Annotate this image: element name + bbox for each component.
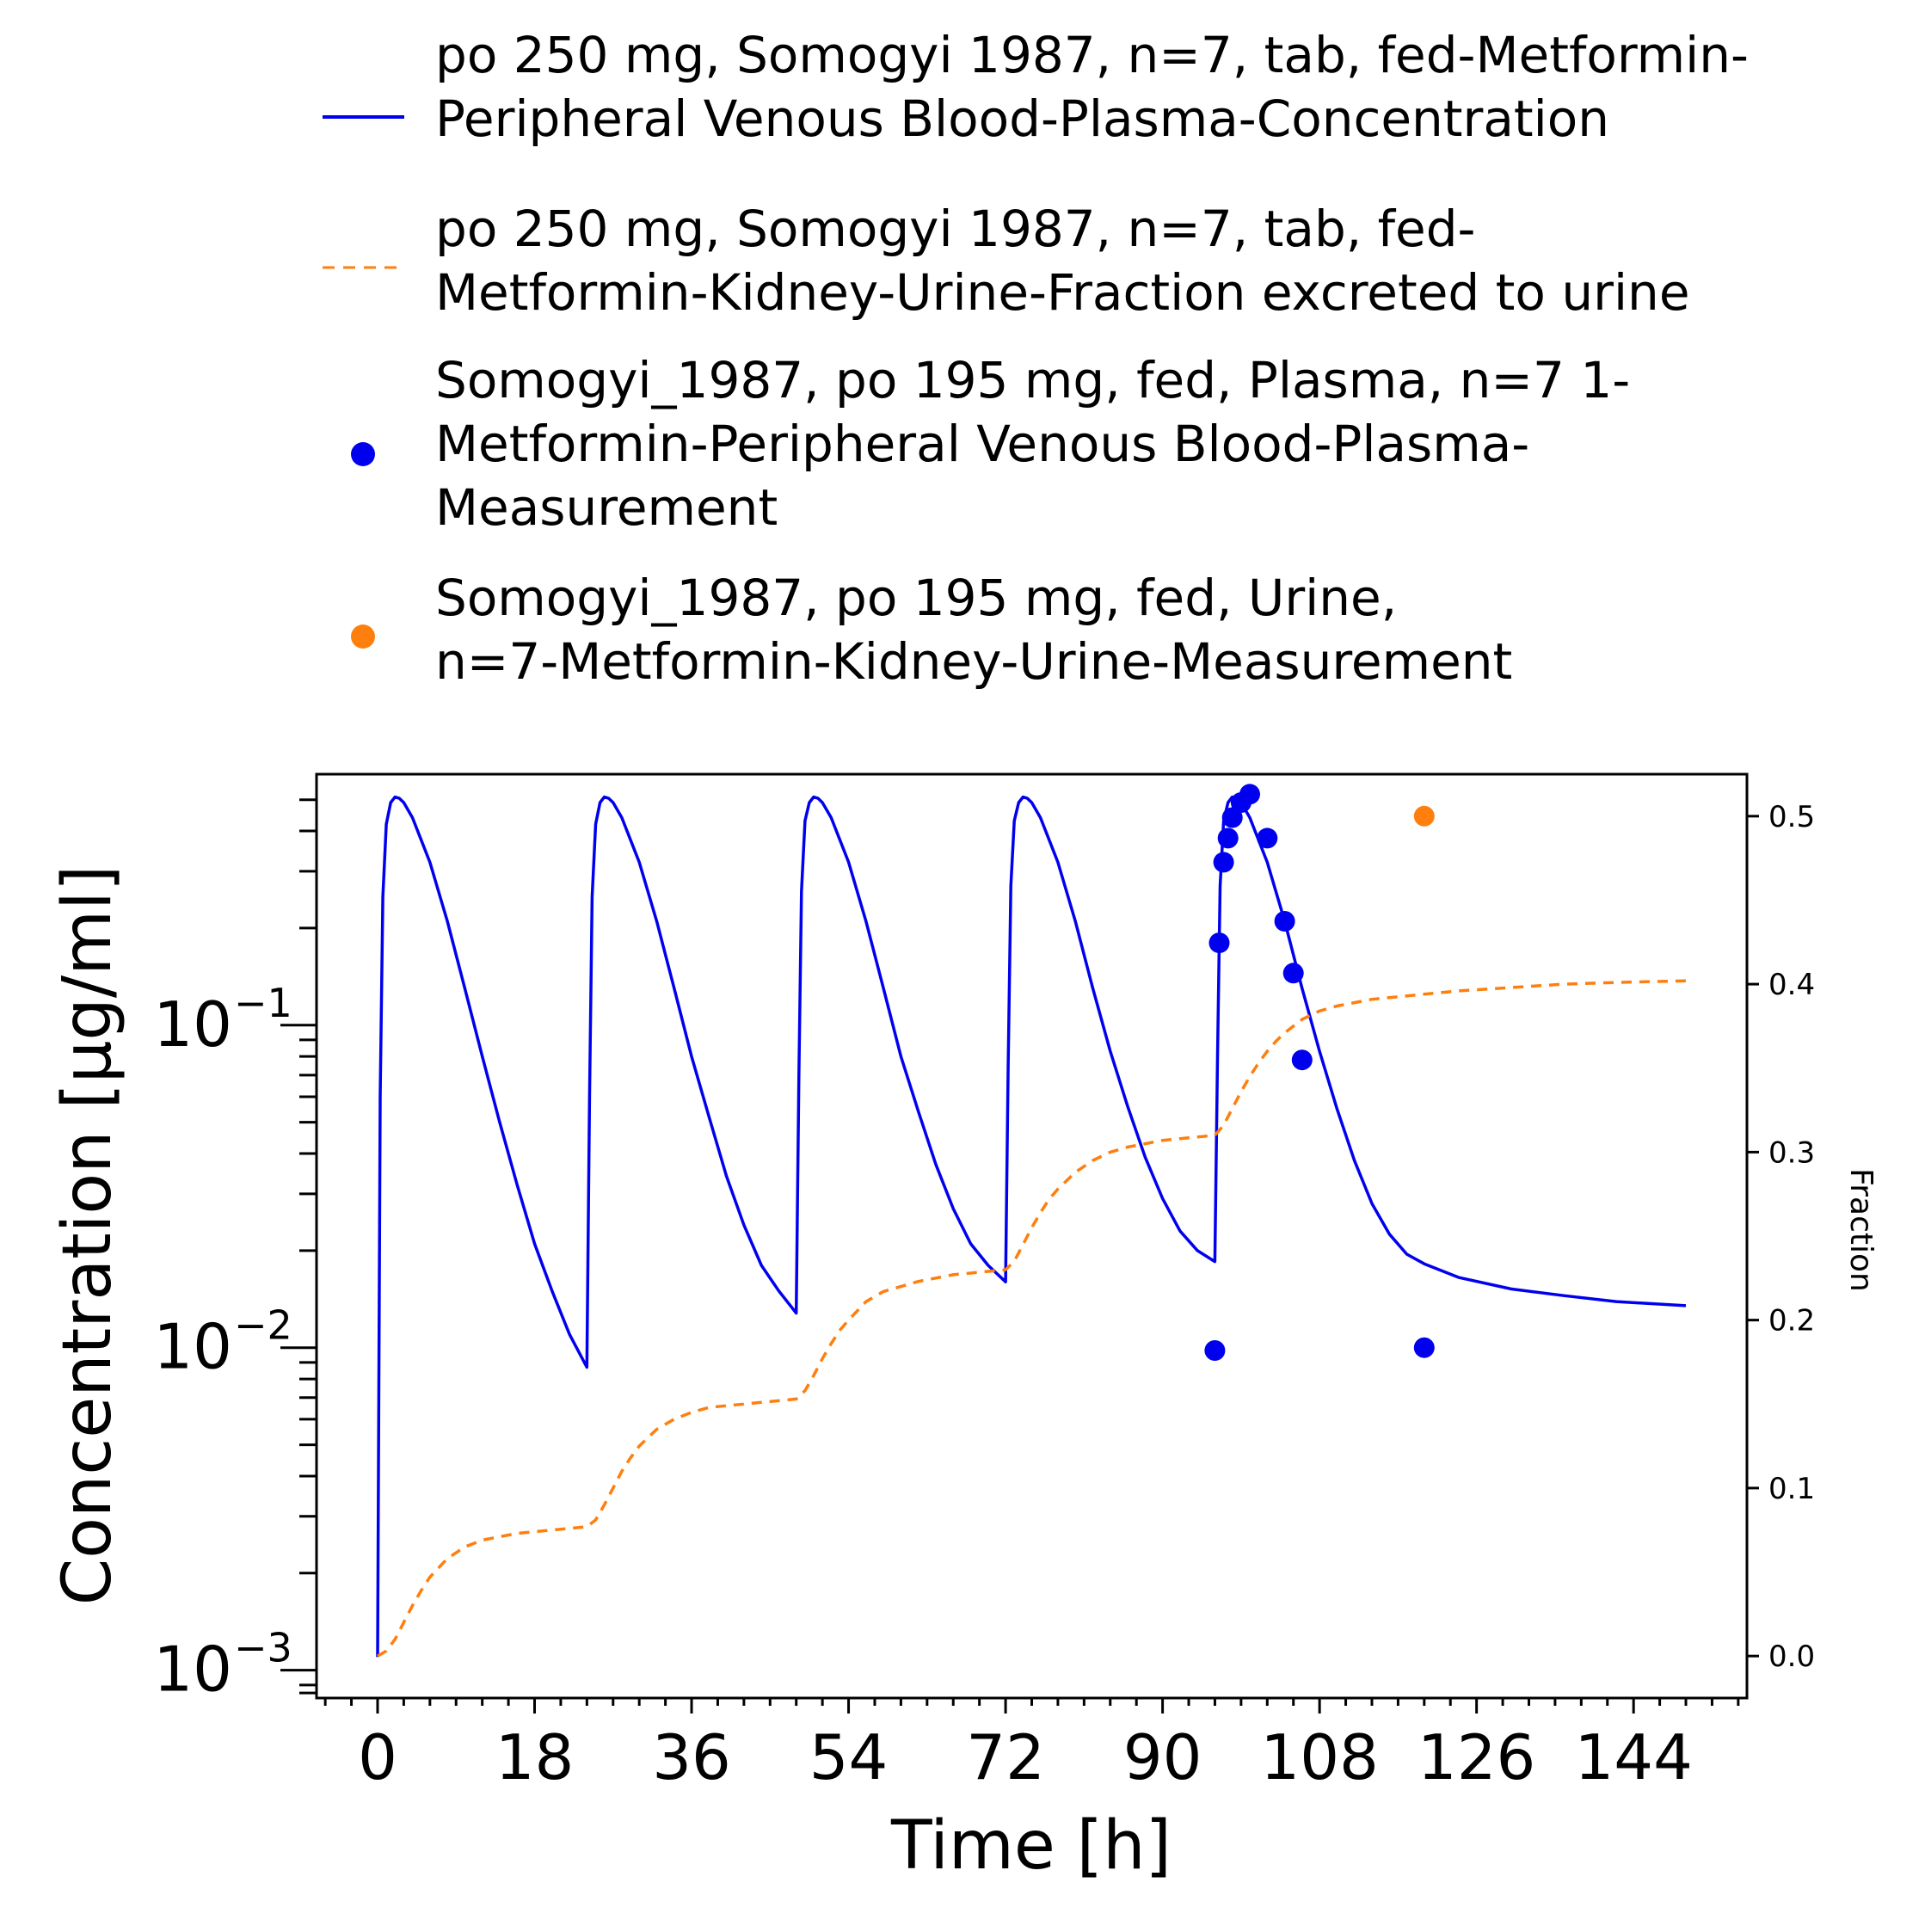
plasma-measurement-point — [1274, 911, 1295, 932]
y-tick-label: 10 — [153, 988, 232, 1061]
x-tick-label: 144 — [1574, 1721, 1692, 1794]
legend-label-line: Somogyi_1987, po 195 mg, fed, Urine, — [435, 569, 1397, 627]
y-axis-left: 10−310−210−1 — [153, 798, 317, 1706]
legend-swatch-dot — [351, 442, 375, 466]
legend-entry: Somogyi_1987, po 195 mg, fed, Urine,n=7-… — [351, 569, 1512, 691]
y-tick-label: 10 — [153, 1311, 232, 1383]
y2-tick-label: 0.4 — [1768, 968, 1815, 1002]
x-tick-label: 126 — [1418, 1721, 1535, 1794]
y2-tick-label: 0.2 — [1768, 1304, 1815, 1338]
urine-fraction-line — [377, 979, 1687, 1658]
urine-measurement-point — [1413, 805, 1435, 827]
y2-tick-label: 0.1 — [1768, 1472, 1815, 1506]
y2-tick-label: 0.5 — [1768, 800, 1815, 834]
plasma-measurement-point — [1239, 784, 1260, 805]
x-tick-label: 72 — [966, 1721, 1045, 1794]
plasma-measurement-point — [1221, 807, 1243, 828]
x-tick-label: 54 — [809, 1721, 889, 1794]
legend-entry: Somogyi_1987, po 195 mg, fed, Plasma, n=… — [351, 351, 1630, 537]
y2-axis-title: Fraction — [1843, 1168, 1879, 1292]
y-tick-label-exponent: −3 — [234, 1625, 292, 1671]
series-layer — [376, 784, 1687, 1658]
plasma-measurement-point — [1204, 1340, 1226, 1361]
legend-entry: po 250 mg, Somogyi 1987, n=7, tab, fed-M… — [323, 26, 1749, 148]
y-axis-right: 0.0 0.1 0.2 0.3 0.4 0.5 — [1747, 800, 1815, 1674]
x-tick-label: 0 — [358, 1721, 397, 1794]
legend-label-line: n=7-Metformin-Kidney-Urine-Measurement — [435, 632, 1512, 691]
legend-entry: po 250 mg, Somogyi 1987, n=7, tab, fed-M… — [323, 200, 1690, 322]
legend-label-line: Somogyi_1987, po 195 mg, fed, Plasma, n=… — [435, 351, 1630, 409]
plasma-measurement-point — [1217, 828, 1239, 849]
x-tick-label: 108 — [1260, 1721, 1378, 1794]
legend-label-line: Metformin-Peripheral Venous Blood-Plasma… — [435, 415, 1529, 473]
legend-label-line: po 250 mg, Somogyi 1987, n=7, tab, fed- — [435, 200, 1475, 258]
plasma-measurement-point — [1413, 1337, 1435, 1358]
plasma-measurement-point — [1209, 932, 1230, 954]
y-axis-title: Concentration [µg/ml] — [49, 865, 126, 1606]
legend: po 250 mg, Somogyi 1987, n=7, tab, fed-M… — [323, 26, 1749, 691]
y-tick-label-exponent: −2 — [234, 1302, 292, 1349]
x-tick-label: 18 — [495, 1721, 575, 1794]
legend-label-line: Metformin-Kidney-Urine-Fraction excreted… — [435, 263, 1690, 322]
plasma-measurement-point — [1257, 828, 1278, 849]
x-axis: 0 18 36 54 72 90 108 126 144 — [323, 1698, 1740, 1794]
legend-label-line: Measurement — [435, 478, 778, 537]
y-tick-label: 10 — [153, 1634, 232, 1706]
plasma-measurement-point — [1282, 963, 1304, 984]
x-axis-title: Time [h] — [890, 1807, 1172, 1885]
y-tick-label-exponent: −1 — [234, 980, 292, 1026]
y2-tick-label: 0.3 — [1768, 1135, 1815, 1170]
legend-label-line: Peripheral Venous Blood-Plasma-Concentra… — [435, 89, 1609, 148]
legend-label-line: po 250 mg, Somogyi 1987, n=7, tab, fed-M… — [435, 26, 1749, 84]
legend-swatch-dot — [351, 625, 375, 649]
x-tick-label: 90 — [1123, 1721, 1202, 1794]
x-tick-label: 36 — [652, 1721, 731, 1794]
plasma-measurement-point — [1291, 1049, 1313, 1071]
y2-tick-label: 0.0 — [1768, 1640, 1815, 1674]
plasma-measurement-point — [1213, 852, 1234, 873]
